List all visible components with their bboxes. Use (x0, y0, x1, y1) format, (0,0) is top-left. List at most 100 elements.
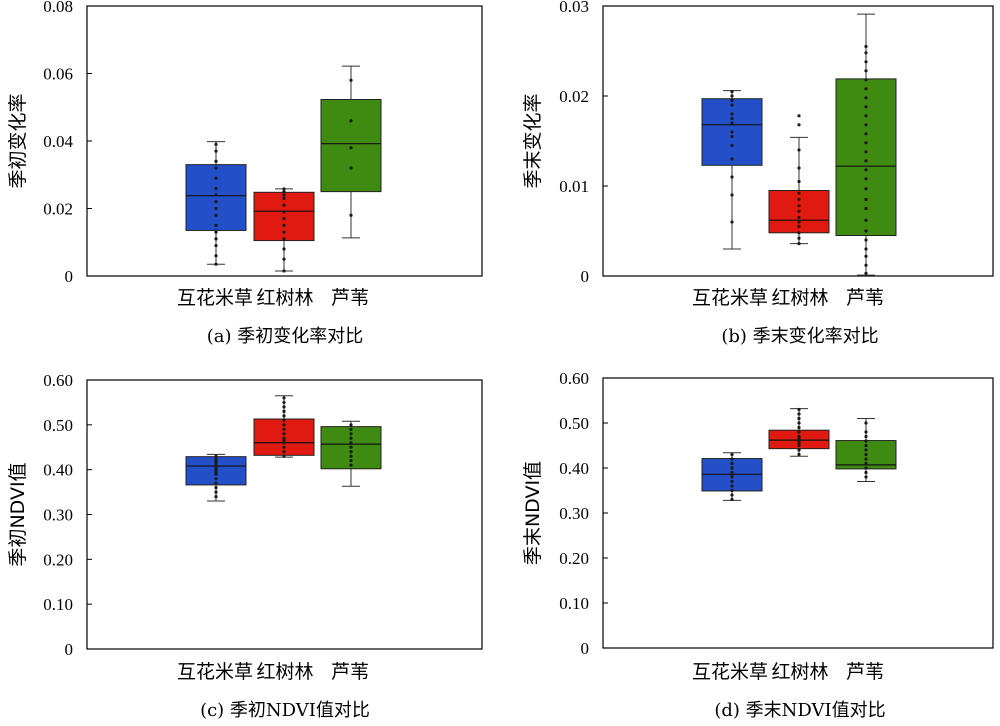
y-tick-label: 0.30 (559, 504, 589, 523)
data-point (864, 254, 868, 258)
data-point (864, 69, 868, 73)
y-tick-label: 0.60 (559, 369, 589, 388)
data-point (730, 461, 734, 466)
data-point (864, 434, 868, 439)
data-point (282, 409, 286, 413)
panel-caption: (a) 季初变化率对比 (207, 326, 364, 347)
data-point (730, 143, 734, 148)
panel-caption: (c) 季初NDVI值对比 (200, 700, 370, 721)
y-axis-label: 季初变化率 (7, 93, 29, 188)
data-point (864, 218, 868, 222)
data-point (730, 121, 734, 125)
x-category-label: 红树林 (256, 661, 313, 683)
data-point (864, 443, 868, 448)
x-category-label: 互花米草 (177, 661, 253, 683)
box-3 (835, 13, 897, 276)
data-point (797, 416, 801, 421)
data-point (730, 497, 734, 502)
data-point (864, 461, 868, 466)
data-point (797, 441, 801, 445)
data-point (730, 220, 734, 224)
data-point (214, 193, 218, 197)
data-point (864, 229, 868, 233)
data-point (797, 425, 801, 430)
data-point (282, 405, 286, 409)
data-point (864, 263, 868, 267)
data-point (864, 177, 868, 181)
data-point (282, 396, 286, 400)
data-point (730, 193, 734, 197)
data-point (797, 197, 801, 202)
box-1 (701, 452, 763, 502)
data-point (282, 257, 286, 261)
data-point (282, 247, 286, 251)
y-tick-label: 0.50 (43, 416, 73, 435)
box-2 (253, 187, 315, 273)
data-point (864, 187, 868, 191)
box-3 (320, 65, 382, 239)
x-category-label: 芦苇 (846, 287, 884, 309)
data-point (214, 206, 218, 211)
y-tick-label: 0.01 (559, 177, 589, 196)
data-point (864, 60, 868, 64)
data-point (214, 463, 218, 467)
x-category-label: 红树林 (771, 287, 828, 309)
data-point (730, 175, 734, 179)
data-point (797, 191, 801, 195)
y-tick-label: 0.10 (559, 594, 589, 613)
data-point (282, 445, 286, 449)
data-point (214, 149, 218, 153)
data-point (282, 210, 286, 214)
data-point (282, 450, 286, 454)
data-point (214, 461, 218, 465)
data-point (730, 112, 734, 116)
data-point (797, 220, 801, 224)
box-3 (835, 418, 897, 482)
data-point (214, 465, 218, 470)
data-point (797, 430, 801, 434)
y-tick-label: 0 (65, 640, 74, 659)
data-point (730, 488, 734, 493)
y-tick-label: 0 (581, 639, 590, 658)
data-point (797, 114, 801, 118)
data-point (797, 209, 801, 213)
data-point (797, 437, 801, 441)
data-point (730, 116, 734, 121)
y-tick-label: 0.03 (559, 0, 589, 16)
data-point (730, 94, 734, 98)
x-category-label: 芦苇 (331, 287, 369, 309)
data-point (797, 412, 801, 416)
y-tick-label: 0.04 (43, 132, 73, 151)
data-point (349, 436, 353, 440)
data-point (282, 432, 286, 436)
data-point (797, 204, 801, 208)
data-point (349, 78, 353, 82)
data-point (214, 468, 218, 472)
data-point (864, 206, 868, 211)
y-tick-label: 0.02 (43, 200, 73, 219)
data-point (730, 452, 734, 457)
data-point (864, 247, 868, 251)
data-point (730, 98, 734, 103)
y-tick-label: 0.08 (43, 0, 73, 16)
data-point (730, 103, 734, 107)
data-point (214, 459, 218, 463)
data-point (797, 236, 801, 240)
y-tick-label: 0.60 (43, 371, 73, 390)
data-point (797, 434, 801, 439)
data-point (797, 215, 801, 220)
data-point (349, 432, 353, 436)
y-tick-label: 0.40 (559, 459, 589, 478)
data-point (349, 450, 353, 454)
data-point (730, 457, 734, 461)
data-point (282, 438, 286, 443)
data-point (214, 159, 218, 163)
data-point (282, 414, 286, 418)
data-point (349, 441, 353, 445)
data-point (214, 230, 218, 234)
data-point (864, 150, 868, 154)
data-point (214, 186, 218, 190)
x-category-label: 红树林 (256, 287, 313, 309)
data-point (730, 493, 734, 497)
